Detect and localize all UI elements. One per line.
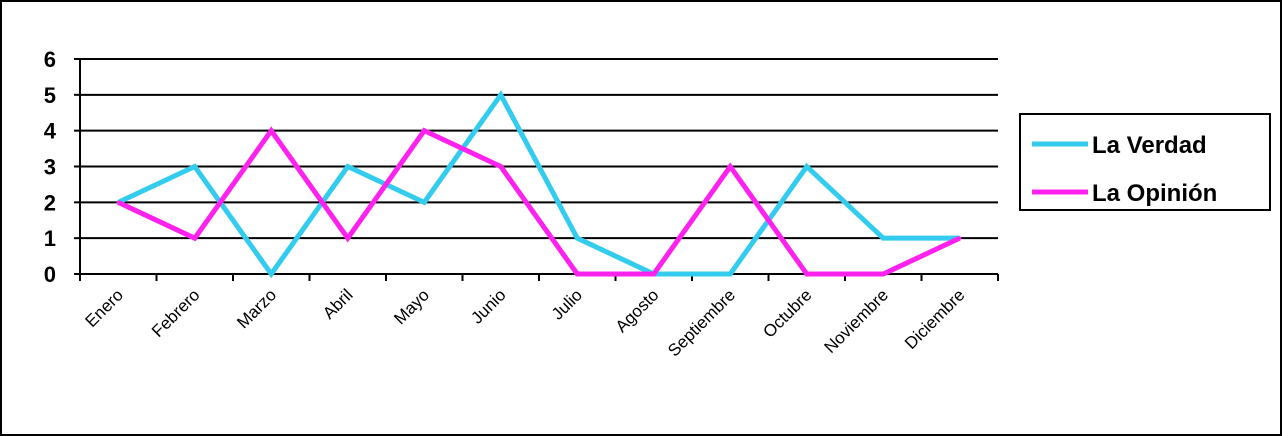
data-point-0-4 [422,200,426,204]
data-point-0-5 [499,93,503,97]
data-point-1-2 [269,129,273,133]
data-point-0-3 [346,165,350,168]
data-point-1-1 [193,236,197,240]
legend-label-0: La Verdad [1092,132,1207,159]
y-tick-label-2: 2 [44,190,56,215]
data-point-0-10 [881,236,885,240]
data-point-1-5 [499,165,503,168]
data-point-0-1 [193,165,197,168]
y-tick-label-4: 4 [44,119,57,144]
legend-label-1: La Opinión [1092,180,1217,207]
data-point-1-11 [958,236,962,240]
y-tick-label-1: 1 [44,226,56,251]
y-tick-label-3: 3 [44,155,56,180]
series-line-1 [117,126,961,277]
y-tick-label-6: 6 [44,47,56,72]
y-tick-labels: 0 1 2 3 4 5 6 [44,47,57,287]
data-point-1-10 [881,272,885,276]
legend: La Verdad La Opinión [1019,113,1271,211]
data-point-0-2 [269,272,273,276]
data-point-1-4 [422,129,426,133]
series-lines [116,90,962,279]
data-point-0-9 [805,165,809,168]
y-tick-label-5: 5 [44,83,56,108]
data-point-0-6 [575,236,579,240]
series-line-0 [117,90,960,279]
data-point-1-0 [116,200,120,204]
data-point-1-9 [805,272,809,276]
data-point-0-8 [728,272,732,276]
data-point-1-8 [728,165,732,168]
y-tick-label-0: 0 [44,262,56,287]
data-point-1-6 [575,272,579,276]
data-point-1-7 [652,272,656,276]
data-point-1-3 [346,236,350,240]
